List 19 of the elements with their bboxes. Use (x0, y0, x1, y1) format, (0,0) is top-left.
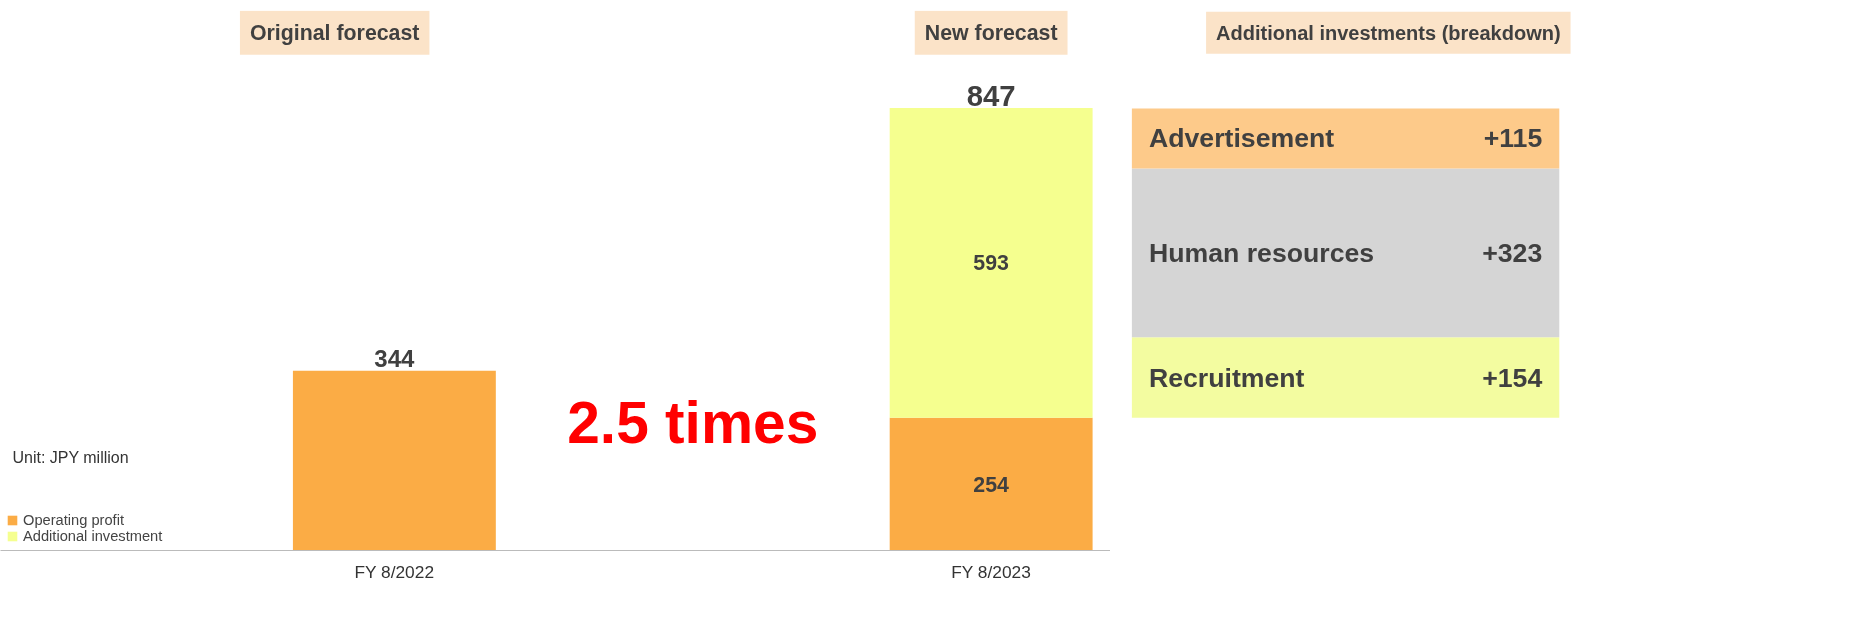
data-label: 344 (374, 344, 416, 372)
series-label: Advertisement (1148, 123, 1335, 154)
text: Original forecast (249, 20, 420, 45)
chart-title: Additional investments (breakdown) (1216, 21, 1561, 44)
data-label: +154 (1482, 362, 1543, 393)
data-label: 593 (973, 251, 1010, 276)
total-label: 847 (966, 78, 1016, 112)
x-tick-label: FY 8/2022 (354, 561, 435, 582)
annotation: 2.5 times (567, 389, 819, 455)
annotation: Unit: JPY million (12, 449, 129, 467)
text: New forecast (924, 20, 1058, 45)
series-label: Human resources (1148, 237, 1375, 268)
series-label: Recruitment (1148, 362, 1305, 393)
data-label: 254 (973, 472, 1010, 497)
x-tick-label: FY 8/2023 (951, 561, 1031, 582)
data-label: +115 (1483, 123, 1543, 154)
legend-label: Operating profit (23, 512, 125, 528)
legend-label: Additional investment (23, 528, 163, 544)
data-label: +323 (1482, 237, 1543, 268)
